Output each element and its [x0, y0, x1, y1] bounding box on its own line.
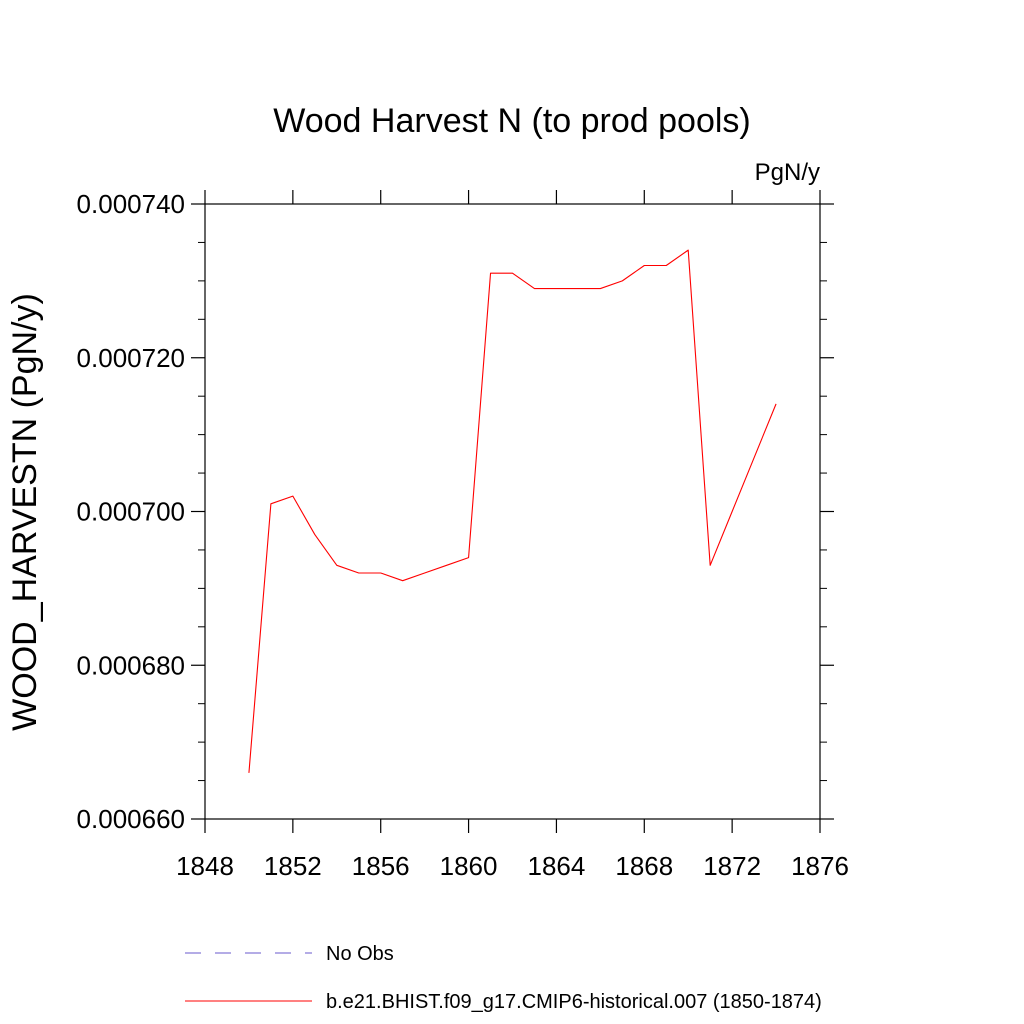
y-tick-label: 0.000660 — [77, 804, 185, 834]
legend: No Obs b.e21.BHIST.f09_g17.CMIP6-historic… — [185, 943, 822, 1013]
series-line — [248, 249, 777, 773]
y-tick-labels: 0.000660 0.000680 0.000700 0.000720 0.000740 — [77, 189, 185, 834]
chart-title: Wood Harvest N (to prod pools) — [273, 102, 750, 140]
axis-ticks — [191, 190, 834, 833]
series-layer — [248, 249, 777, 773]
x-tick-label: 1852 — [264, 851, 322, 881]
x-tick-label: 1856 — [352, 851, 410, 881]
y-tick-label: 0.000700 — [77, 497, 185, 527]
y-axis-label: WOOD_HARVESTN (PgN/y) — [6, 293, 44, 731]
y-tick-label: 0.000740 — [77, 189, 185, 219]
legend-label: b.e21.BHIST.f09_g17.CMIP6-historical.007… — [326, 991, 822, 1013]
legend-label: No Obs — [326, 943, 394, 965]
x-tick-label: 1872 — [703, 851, 761, 881]
y-tick-label: 0.000720 — [77, 343, 185, 373]
x-tick-label: 1860 — [440, 851, 498, 881]
x-tick-label: 1848 — [176, 851, 234, 881]
x-tick-label: 1864 — [528, 851, 586, 881]
y-tick-label: 0.000680 — [77, 650, 185, 680]
plot-frame — [204, 203, 821, 820]
x-tick-label: 1876 — [791, 851, 849, 881]
units-label: PgN/y — [755, 159, 820, 186]
x-tick-labels: 1848 1852 1856 1860 1864 1868 1872 1876 — [176, 851, 849, 881]
x-tick-label: 1868 — [615, 851, 673, 881]
